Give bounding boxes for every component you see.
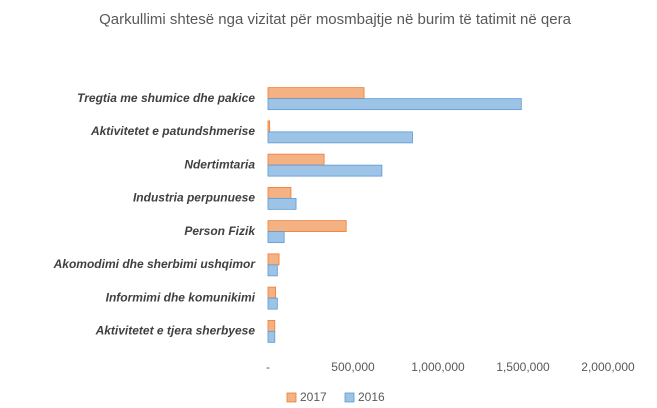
bar [267, 153, 325, 166]
legend-swatch [286, 392, 297, 403]
bar [267, 131, 413, 144]
y-tick-label: Informimi dhe komunikimi [106, 290, 256, 304]
bar [267, 197, 297, 210]
bar [267, 220, 347, 233]
y-tick-label: Aktivitetet e patundshmerise [90, 124, 255, 138]
bar [267, 87, 365, 100]
legend-label: 2017 [300, 390, 327, 404]
y-tick-label: Ndertimtaria [184, 157, 255, 171]
x-tick-label: 500,000 [331, 360, 375, 374]
bar [267, 297, 278, 310]
legend-swatch [344, 392, 355, 403]
bar [267, 231, 285, 244]
bar [267, 253, 280, 266]
y-tick-label: Person Fizik [184, 224, 256, 238]
bar [267, 330, 276, 343]
bar [267, 164, 383, 177]
bar [267, 120, 271, 133]
x-tick-label: 1,500,000 [496, 360, 550, 374]
x-tick-label: 2,000,000 [581, 360, 635, 374]
bar [267, 98, 522, 111]
bar [267, 286, 277, 299]
bar [267, 264, 278, 277]
y-tick-label: Aktivitetet e tjera sherbyese [95, 324, 256, 338]
x-tick-label: 1,000,000 [411, 360, 465, 374]
y-tick-label: Akomodimi dhe sherbimi ushqimor [53, 257, 257, 271]
x-tick-label: - [266, 360, 270, 374]
chart-title: Qarkullimi shtesë nga vizitat për mosmba… [99, 11, 571, 28]
bar [267, 319, 276, 332]
bar [267, 186, 292, 199]
legend-label: 2016 [358, 390, 385, 404]
y-tick-label: Industria perpunuese [133, 191, 255, 205]
y-tick-label: Tregtia me shumice dhe pakice [77, 91, 255, 105]
